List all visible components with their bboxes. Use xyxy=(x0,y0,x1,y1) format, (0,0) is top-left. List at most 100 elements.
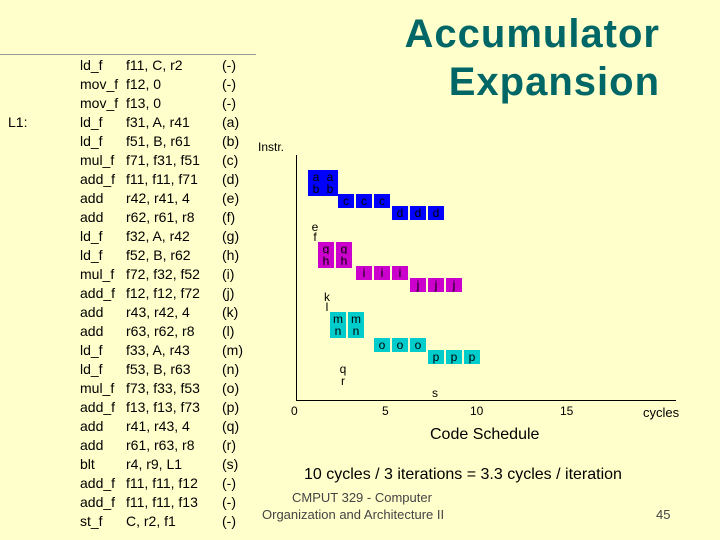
instruction-tag: (m) xyxy=(222,342,243,358)
operands: r4, r9, L1 xyxy=(126,456,183,472)
schedule-cell-g: g xyxy=(336,242,352,256)
code-listing: ld_f f11, C, r2 (-) mov_f f12, 0 (-) mov_f f13,… xyxy=(0,54,256,540)
schedule-cell-h: h xyxy=(336,254,352,268)
schedule-cell-d: d xyxy=(428,206,444,220)
schedule-cell-d: d xyxy=(410,206,426,220)
operands: f31, A, r41 xyxy=(126,114,190,130)
opcode: ld_f xyxy=(80,342,103,358)
schedule-cell-i: i xyxy=(392,266,408,280)
loop-label: L1: xyxy=(8,114,28,130)
x-tick-10: 10 xyxy=(470,404,484,418)
instruction-tag: (k) xyxy=(222,304,239,320)
operands: r61, r63, r8 xyxy=(126,437,195,453)
opcode: add_f xyxy=(80,171,116,187)
instruction-tag: (-) xyxy=(222,494,236,510)
schedule-cell-m: m xyxy=(330,312,346,326)
opcode: add xyxy=(80,418,104,434)
opcode: ld_f xyxy=(80,247,103,263)
operands: r43, r42, 4 xyxy=(126,304,190,320)
instruction-tag: (-) xyxy=(222,57,236,73)
operands: f52, B, r62 xyxy=(126,247,191,263)
operands: f13, f13, f73 xyxy=(126,399,200,415)
opcode: add xyxy=(80,304,104,320)
opcode: mov_f xyxy=(80,76,119,92)
schedule-cell-n: n xyxy=(330,324,346,338)
schedule-cell-n: n xyxy=(348,324,364,338)
schedule-cell-b: b xyxy=(308,182,324,196)
operands: f13, 0 xyxy=(126,95,162,111)
instruction-tag: (q) xyxy=(222,418,240,434)
opcode: ld_f xyxy=(80,114,103,130)
schedule-cell-b: b xyxy=(322,182,338,196)
instruction-tag: (i) xyxy=(222,266,235,282)
opcode: st_f xyxy=(80,513,103,529)
x-tick-15: 15 xyxy=(560,404,574,418)
schedule-cell-k: k xyxy=(324,290,330,304)
schedule-cell-e: e xyxy=(311,220,319,234)
x-axis-label: cycles xyxy=(643,405,680,420)
instruction-tag: (l) xyxy=(222,323,235,339)
title-line-2: Expansion xyxy=(448,60,660,104)
schedule-cell-c: c xyxy=(374,194,390,208)
operands: C, r2, f1 xyxy=(126,513,176,529)
schedule-cell-o: o xyxy=(374,338,390,352)
opcode: mul_f xyxy=(80,380,115,396)
schedule-cell-r: r xyxy=(341,374,345,388)
instruction-tag: (-) xyxy=(222,95,236,111)
schedule-cell-c: c xyxy=(338,194,354,208)
opcode: add xyxy=(80,209,104,225)
x-tick-5: 5 xyxy=(382,404,389,418)
schedule-cell-q: q xyxy=(339,362,347,376)
instruction-tag: (c) xyxy=(222,152,239,168)
y-axis xyxy=(296,155,297,400)
instruction-tag: (o) xyxy=(222,380,240,396)
opcode: mov_f xyxy=(80,95,119,111)
opcode: blt xyxy=(80,456,95,472)
instruction-tag: (n) xyxy=(222,361,240,377)
opcode: ld_f xyxy=(80,57,103,73)
instruction-tag: (s) xyxy=(222,456,239,472)
operands: f51, B, r61 xyxy=(126,133,191,149)
x-axis xyxy=(296,400,676,401)
operands: f73, f33, f53 xyxy=(126,380,200,396)
operands: f11, f11, f13 xyxy=(126,494,198,510)
operands: f11, f11, f12 xyxy=(126,475,198,491)
instruction-tag: (p) xyxy=(222,399,240,415)
instruction-tag: (g) xyxy=(222,228,240,244)
instruction-tag: (-) xyxy=(222,475,236,491)
schedule-cell-h: h xyxy=(318,254,334,268)
schedule-cell-f: f xyxy=(313,230,317,244)
opcode: mul_f xyxy=(80,152,115,168)
footer-course-line-1: CMPUT 329 - Computer xyxy=(292,490,432,505)
code-top-rule xyxy=(0,54,256,55)
opcode: ld_f xyxy=(80,228,103,244)
operands: f11, C, r2 xyxy=(126,57,183,73)
instruction-tag: (r) xyxy=(222,437,236,453)
schedule-cell-p: p xyxy=(464,350,480,364)
schedule-cell-p: p xyxy=(428,350,444,364)
instruction-tag: (f) xyxy=(222,209,236,225)
operands: f11, f11, f71 xyxy=(126,171,198,187)
y-axis-label: Instr. xyxy=(258,140,285,154)
schedule-cell-d: d xyxy=(392,206,408,220)
schedule-cell-o: o xyxy=(410,338,426,352)
schedule-cell-m: m xyxy=(348,312,364,326)
opcode: add_f xyxy=(80,285,116,301)
schedule-cell-a: a xyxy=(322,170,338,184)
schedule-cell-l: l xyxy=(325,300,329,314)
title-line-1: Accumulator xyxy=(404,12,660,56)
operands: f12, 0 xyxy=(126,76,162,92)
operands: f33, A, r43 xyxy=(126,342,190,358)
schedule-cell-i: i xyxy=(374,266,390,280)
opcode: add xyxy=(80,323,104,339)
schedule-cell-g: g xyxy=(318,242,334,256)
opcode: add_f xyxy=(80,399,116,415)
schedule-cell-o: o xyxy=(392,338,408,352)
operands: r41, r43, 4 xyxy=(126,418,190,434)
schedule-cell-a: a xyxy=(308,170,324,184)
instruction-tag: (a) xyxy=(222,114,240,130)
instruction-tag: (e) xyxy=(222,190,240,206)
opcode: ld_f xyxy=(80,361,103,377)
instruction-tag: (h) xyxy=(222,247,240,263)
